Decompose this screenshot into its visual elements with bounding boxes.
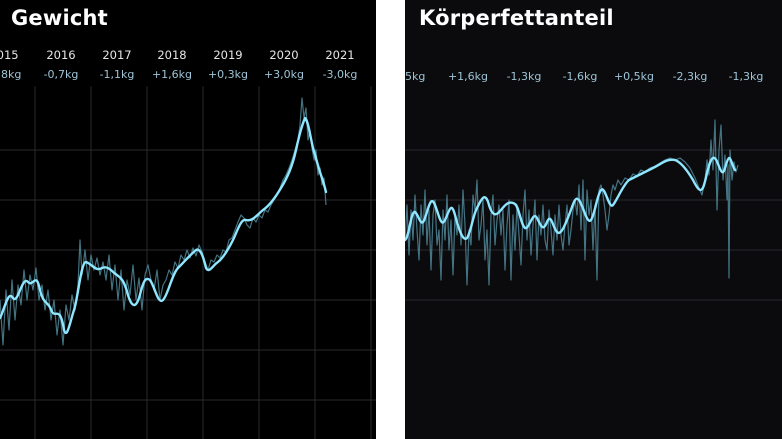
delta-label: -3,0kg xyxy=(322,68,358,81)
year-label: 2020 xyxy=(269,48,299,62)
delta-label: +1,6kg xyxy=(151,68,193,81)
year-label: 2015 xyxy=(0,48,19,62)
body-fat-chart-title: Körperfettanteil xyxy=(419,6,614,30)
year-labels-row: 2015 2016 2017 2018 2019 2020 2021 xyxy=(0,48,376,64)
weight-chart-title: Gewicht xyxy=(11,6,108,30)
weight-line-chart xyxy=(0,86,376,439)
weight-delta-row: -1,8kg -0,7kg -1,1kg +1,6kg +0,3kg +3,0k… xyxy=(0,68,376,84)
delta-label: -1,1kg xyxy=(99,68,135,81)
year-label: 2018 xyxy=(157,48,187,62)
delta-label: -0,7kg xyxy=(43,68,79,81)
delta-label: +0,5kg xyxy=(613,70,655,83)
delta-label: +0,3kg xyxy=(207,68,249,81)
delta-label: -1,5kg xyxy=(405,70,426,83)
chart-gridlines xyxy=(0,86,376,439)
body-fat-delta-row: -1,5kg +1,6kg -1,3kg -1,6kg +0,5kg -2,3k… xyxy=(405,70,782,86)
body-fat-line-chart xyxy=(405,119,782,301)
delta-label: +3,0kg xyxy=(263,68,305,81)
weight-raw-series xyxy=(0,97,327,346)
year-label: 2019 xyxy=(213,48,243,62)
year-label: 2021 xyxy=(325,48,355,62)
delta-label: -1,3kg xyxy=(506,70,542,83)
delta-label: -1,8kg xyxy=(0,68,22,81)
year-label: 2017 xyxy=(102,48,132,62)
delta-label: -2,3kg xyxy=(672,70,708,83)
body-fat-raw-series xyxy=(405,119,739,286)
body-fat-chart-panel: Körperfettanteil -1,5kg +1,6kg -1,3kg -1… xyxy=(405,0,782,439)
weight-chart-panel: Gewicht 2015 2016 2017 2018 2019 2020 20… xyxy=(0,0,376,439)
delta-label: +1,6kg xyxy=(447,70,489,83)
delta-label: -1,6kg xyxy=(562,70,598,83)
year-label: 2016 xyxy=(46,48,76,62)
weight-smoothed-series xyxy=(0,116,328,334)
delta-label: -1,3kg xyxy=(728,70,764,83)
body-fat-smoothed-series xyxy=(405,156,737,242)
